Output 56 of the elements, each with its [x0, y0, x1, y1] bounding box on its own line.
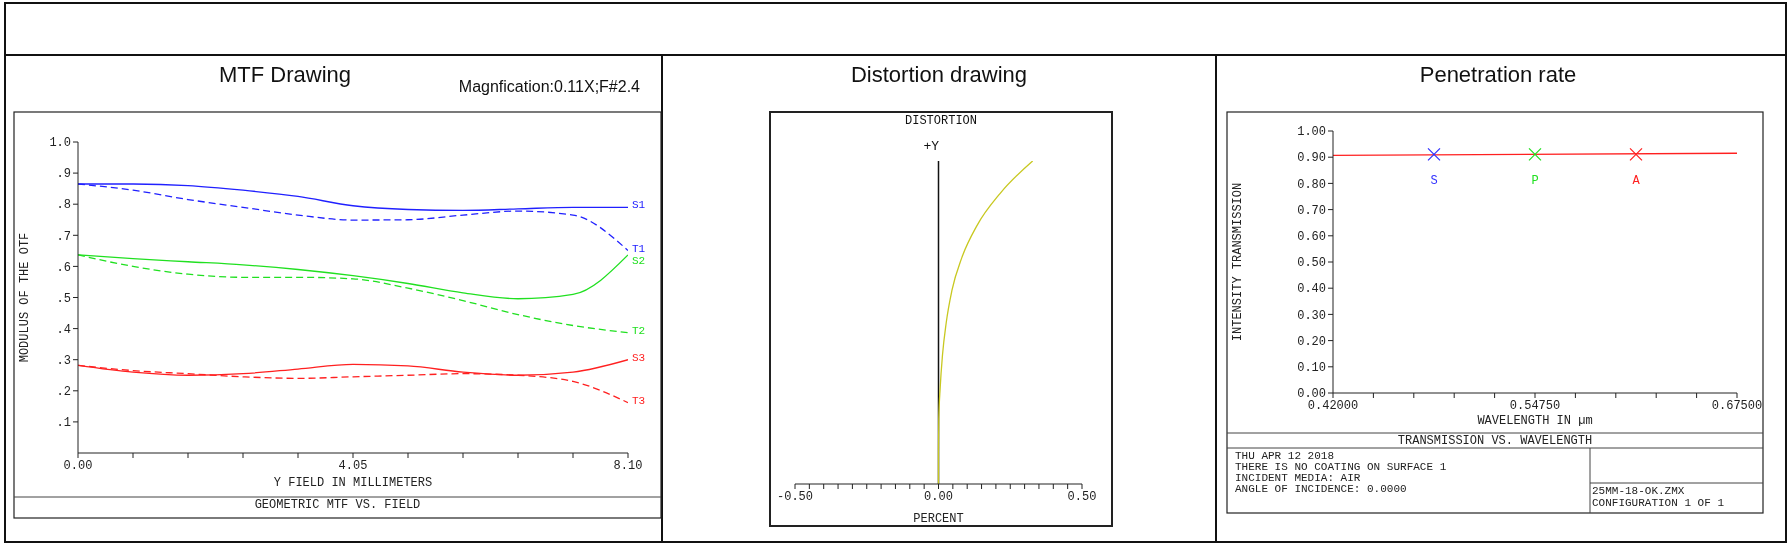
y-tick-label: .2	[56, 385, 71, 400]
y-tick-label: 0.90	[1297, 151, 1326, 166]
text: INCIDENT MEDIA: AIR	[1235, 472, 1362, 484]
x-tick-label: 0.00	[924, 489, 953, 504]
text: GEOMETRIC MTF VS. FIELD	[253, 498, 422, 512]
text: THERE IS NO COATING ON SURFACE 1	[1235, 461, 1447, 473]
y-tick-label: .7	[56, 229, 71, 244]
series-label: T1	[632, 242, 646, 255]
series-label: T3	[632, 394, 646, 407]
y-tick-label: 0.30	[1297, 308, 1326, 323]
y-tick-label: 0.20	[1297, 334, 1326, 349]
chart-title: Distortion drawing	[849, 62, 1029, 88]
text: ANGLE OF INCIDENCE: 0.0000	[1235, 483, 1408, 495]
x-tick-label: 4.05	[338, 458, 368, 473]
y-tick-label: 0.50	[1297, 256, 1326, 271]
chart-subtitle: Magnfication:0.11X;F#2.4	[458, 78, 640, 96]
x-tick-label: -0.50	[776, 489, 814, 504]
y-axis-title: INTENSITY TRANSMISSION	[1231, 182, 1246, 342]
series-label: T2	[632, 324, 646, 337]
y-tick-label: .6	[56, 260, 71, 275]
y-tick-label: 0.10	[1297, 361, 1326, 376]
y-tick-label: .8	[56, 198, 71, 213]
x-axis-title: PERCENT	[913, 512, 964, 526]
y-tick-label: .1	[56, 416, 71, 431]
series-label: S	[1430, 174, 1438, 189]
text: THU APR 12 2018	[1235, 450, 1336, 462]
y-axis-title: MODULUS OF THE OTF	[18, 232, 33, 363]
y-tick-label: 1.0	[49, 136, 71, 151]
series-label: S2	[632, 254, 646, 267]
x-tick-label: 0.67500	[1711, 398, 1763, 413]
y-tick-label: .3	[56, 353, 71, 368]
y-axis-title: +Y	[923, 139, 941, 154]
text: CONFIGURATION 1 OF 1	[1592, 497, 1725, 509]
series-label: P	[1531, 174, 1539, 189]
series-label: A	[1632, 174, 1641, 189]
y-tick-label: .9	[56, 167, 71, 182]
x-axis-title: Y FIELD IN MILLIMETERS	[273, 476, 433, 490]
y-tick-label: 0.80	[1297, 177, 1326, 192]
y-tick-label: .4	[56, 322, 71, 337]
chart-title: Penetration rate	[1418, 62, 1578, 88]
y-tick-label: .5	[56, 291, 71, 306]
y-tick-label: 0.70	[1297, 203, 1326, 218]
series-label: S1	[632, 199, 646, 212]
x-axis-title: WAVELENGTH IN µm	[1477, 414, 1593, 428]
y-tick-label: 1.00	[1297, 125, 1326, 140]
text: 25MM-18-OK.ZMX	[1592, 485, 1686, 497]
y-tick-label: 0.40	[1297, 282, 1326, 297]
x-tick-label: 8.10	[613, 458, 643, 473]
x-tick-label: 0.42000	[1307, 398, 1359, 413]
chart-subtitle: DISTORTION	[904, 114, 978, 128]
series-label: S3	[632, 351, 646, 364]
x-tick-label: 0.54750	[1509, 398, 1561, 413]
y-tick-label: 0.60	[1297, 230, 1326, 245]
chart-title: MTF Drawing	[218, 62, 352, 88]
text: TRANSMISSION VS. WAVELENGTH	[1396, 434, 1594, 448]
x-tick-label: 0.50	[1067, 489, 1097, 504]
